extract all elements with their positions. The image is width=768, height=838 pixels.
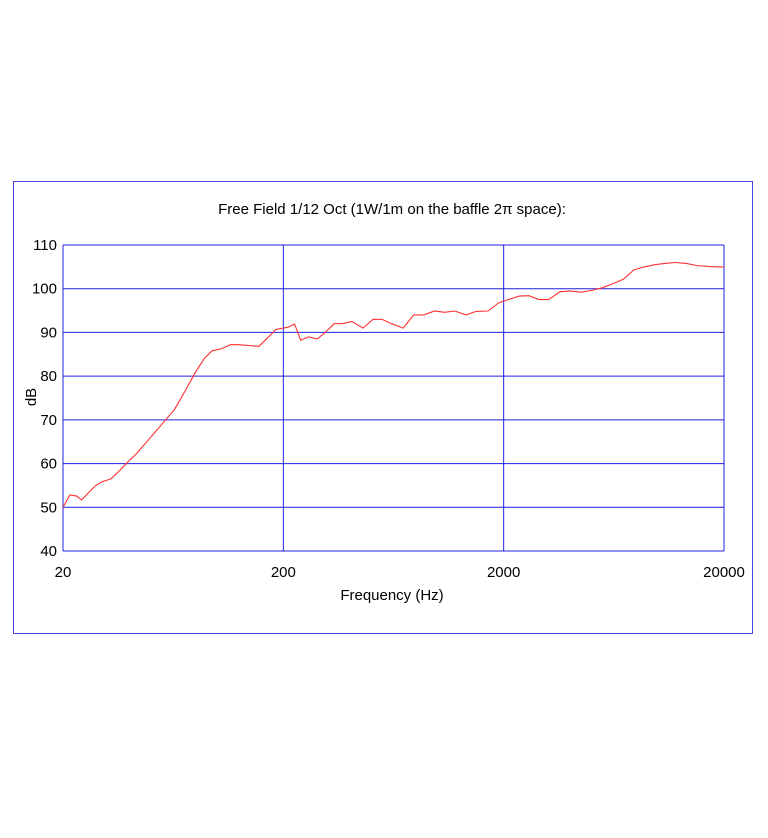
y-tick-labels: 40 50 60 70 80 90 100 110 <box>32 237 57 560</box>
y-tick-label: 80 <box>40 368 57 385</box>
x-tick-label: 20000 <box>703 564 745 581</box>
y-tick-label: 70 <box>40 412 57 429</box>
x-tick-label: 20 <box>55 564 72 581</box>
y-axis-label: dB <box>23 388 40 406</box>
y-tick-label: 90 <box>40 324 57 341</box>
x-axis-label: Frequency (Hz) <box>340 587 443 604</box>
y-tick-label: 40 <box>40 543 57 560</box>
x-tick-label: 2000 <box>487 564 520 581</box>
chart-frame: Free Field 1/12 Oct (1W/1m on the baffle… <box>13 181 753 634</box>
y-tick-label: 60 <box>40 456 57 473</box>
y-tick-label: 50 <box>40 499 57 516</box>
frequency-response-chart: Free Field 1/12 Oct (1W/1m on the baffle… <box>23 201 745 604</box>
y-tick-label: 110 <box>33 237 57 254</box>
grid-lines <box>62 244 725 552</box>
chart-title: Free Field 1/12 Oct (1W/1m on the baffle… <box>218 201 566 218</box>
x-tick-label: 200 <box>271 564 296 581</box>
response-curve <box>62 261 724 508</box>
x-tick-labels: 20 200 2000 20000 <box>55 564 745 581</box>
y-tick-label: 100 <box>32 281 57 298</box>
